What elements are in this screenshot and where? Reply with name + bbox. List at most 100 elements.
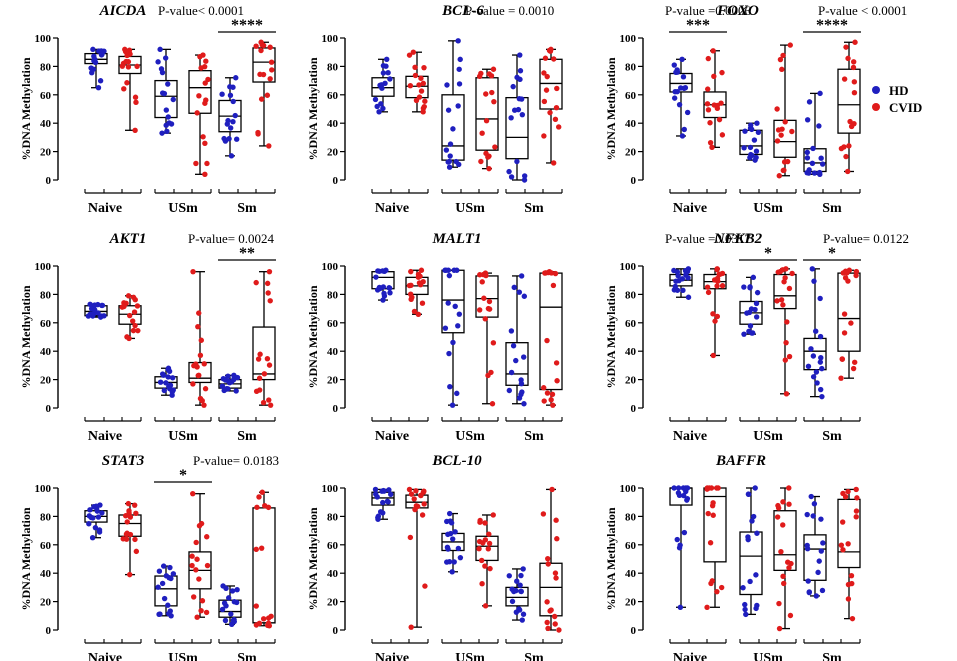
data-point <box>671 62 677 68</box>
data-point <box>774 138 781 144</box>
data-point <box>444 82 450 88</box>
data-point <box>204 160 210 167</box>
box-iqr <box>475 535 499 562</box>
data-point <box>510 83 516 90</box>
box-iqr <box>118 305 142 325</box>
box-iqr <box>441 94 465 161</box>
data-point <box>407 534 414 541</box>
data-point <box>132 536 138 543</box>
data-point <box>228 153 235 159</box>
panel-title: BCL-6 <box>441 3 484 19</box>
data-point <box>547 109 553 116</box>
data-point <box>675 273 681 279</box>
panel-bcl-6: BCL-6 0 20 40 60 80 100%DNA Methylation Naive US… <box>306 3 563 216</box>
data-point <box>199 598 206 604</box>
data-point <box>449 402 456 408</box>
y-tick-label: 80 <box>327 289 339 301</box>
y-axis-label: %DNA Methylation <box>306 507 320 610</box>
x-category-label: Naive <box>673 429 707 444</box>
data-point <box>819 365 825 372</box>
data-point <box>684 495 691 502</box>
y-tick-label: 100 <box>322 261 339 273</box>
data-point <box>198 337 204 343</box>
data-point <box>842 268 849 274</box>
data-point <box>817 90 823 97</box>
data-point <box>514 578 520 584</box>
data-point <box>269 67 275 73</box>
data-point <box>514 74 520 81</box>
box-hd <box>154 46 178 136</box>
data-point <box>707 540 714 546</box>
data-point <box>406 486 413 493</box>
data-point <box>486 531 492 537</box>
data-point <box>456 66 462 72</box>
data-point <box>132 94 139 100</box>
data-point <box>808 346 814 352</box>
box-iqr <box>154 575 178 607</box>
data-point <box>741 284 747 290</box>
data-point <box>193 567 199 573</box>
data-point <box>553 360 560 366</box>
data-point <box>704 486 710 492</box>
data-point <box>782 357 789 363</box>
box-hd <box>218 372 242 394</box>
data-point <box>853 268 860 275</box>
data-point <box>776 625 783 632</box>
data-point <box>775 127 782 133</box>
data-point <box>226 136 232 142</box>
data-point <box>164 128 170 134</box>
x-category-label: USm <box>455 429 485 444</box>
data-point <box>193 361 199 367</box>
box-hd <box>505 273 529 407</box>
data-point <box>225 373 231 379</box>
y-tick-label: 0 <box>46 625 52 637</box>
data-point <box>845 541 851 547</box>
data-point <box>518 377 524 383</box>
box-iqr <box>188 70 212 114</box>
data-point <box>99 510 105 516</box>
data-point <box>516 289 523 295</box>
data-point <box>548 397 554 403</box>
data-point <box>121 303 127 310</box>
data-point <box>519 389 525 395</box>
data-point <box>519 617 525 623</box>
data-point <box>677 542 683 548</box>
data-point <box>749 152 755 159</box>
panel-aicda: AICDA 0 20 40 60 80 100%DNA Methylation Naive US… <box>19 3 276 216</box>
data-point <box>753 148 760 154</box>
data-point <box>260 616 267 622</box>
data-point <box>451 559 457 565</box>
data-point <box>232 112 238 119</box>
data-point <box>683 488 689 495</box>
data-point <box>234 374 241 381</box>
data-point <box>813 593 820 599</box>
data-point <box>230 118 236 125</box>
y-tick-label: 40 <box>327 346 339 358</box>
data-point <box>384 498 391 504</box>
x-category-label: Sm <box>237 201 257 216</box>
y-tick-label: 100 <box>35 261 52 273</box>
data-point <box>133 510 139 517</box>
box-cvid <box>837 267 861 381</box>
data-point <box>849 580 855 587</box>
x-category-label: USm <box>455 651 485 661</box>
data-point <box>266 397 272 403</box>
data-point <box>714 313 721 320</box>
box-hd <box>441 267 465 408</box>
data-point <box>89 69 95 76</box>
data-point <box>124 80 130 86</box>
box-iqr <box>803 337 827 371</box>
data-point <box>704 604 710 610</box>
data-point <box>754 530 760 536</box>
data-point <box>675 490 682 496</box>
data-point <box>783 391 790 397</box>
data-point <box>99 302 106 309</box>
data-point <box>123 513 129 519</box>
data-point <box>489 401 496 407</box>
data-point <box>521 401 527 407</box>
box-hd <box>739 485 763 618</box>
data-point <box>788 560 794 567</box>
panel-foxo: FOXO 0 20 40 60 80 100%DNA Methylation Naive USm… <box>604 3 907 216</box>
data-point <box>165 81 171 87</box>
data-point <box>848 320 854 326</box>
